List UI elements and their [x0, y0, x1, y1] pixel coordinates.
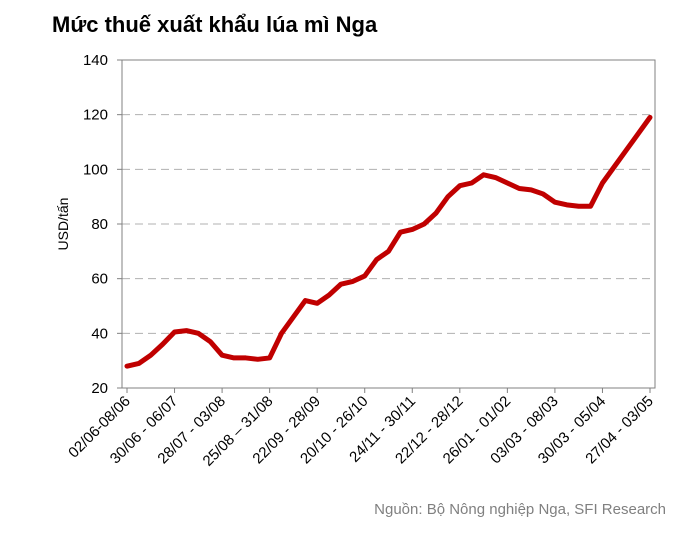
- y-tick-label: 40: [91, 325, 108, 342]
- y-tick-label: 20: [91, 380, 108, 397]
- data-line: [124, 114, 653, 369]
- y-tick-label: 100: [83, 161, 108, 178]
- y-tick-label: 140: [83, 52, 108, 69]
- y-tick-label: 80: [91, 216, 108, 233]
- y-tick-label: 60: [91, 271, 108, 288]
- chart-title: Mức thuế xuất khẩu lúa mì Nga: [52, 12, 378, 37]
- y-tick-label: 120: [83, 107, 108, 124]
- source-note: Nguồn: Bộ Nông nghiệp Nga, SFI Research: [374, 501, 666, 518]
- plot-frame: [121, 59, 656, 389]
- y-axis-label: USD/tấn: [55, 198, 71, 251]
